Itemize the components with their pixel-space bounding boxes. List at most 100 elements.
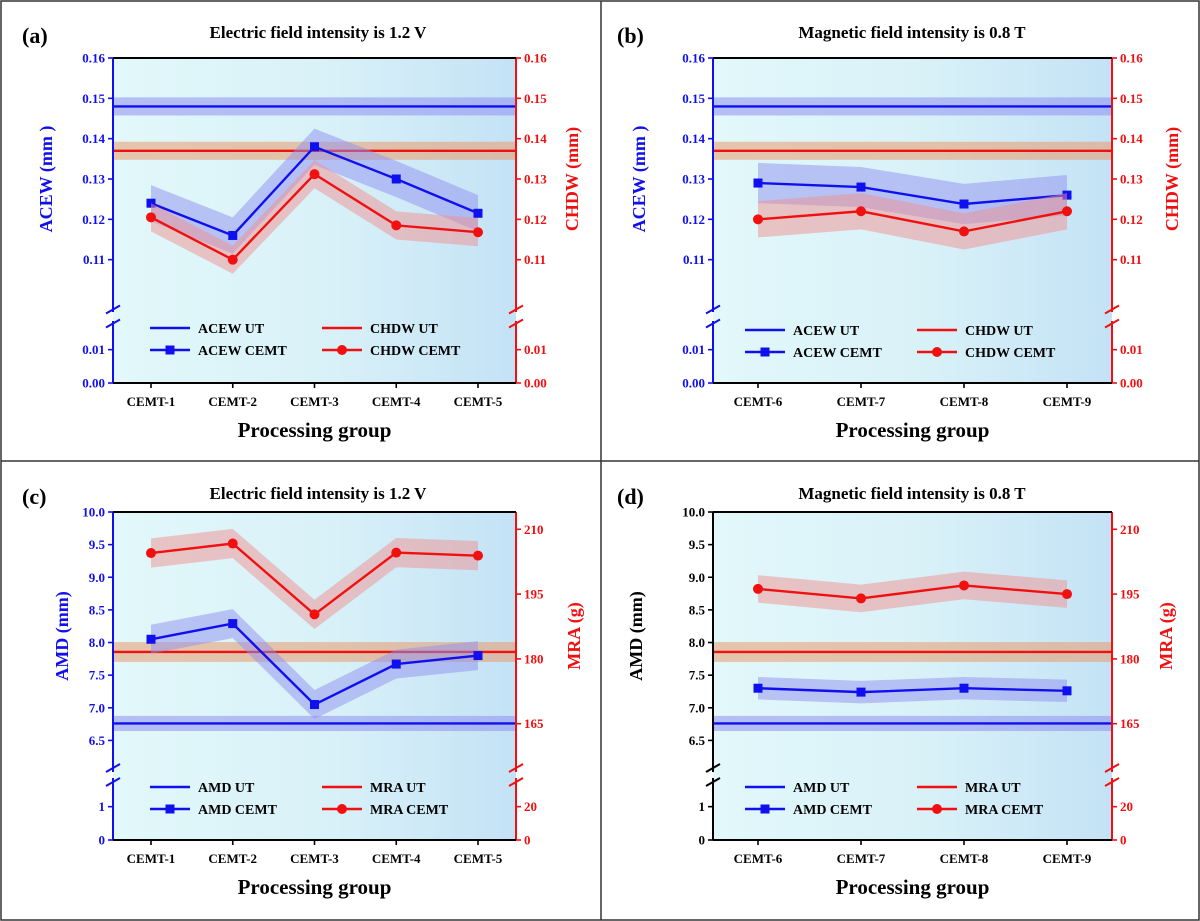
right-tick-label: 0.16 <box>524 51 547 66</box>
left-tick-label: 6.5 <box>689 733 706 748</box>
axes: 6.5 7.0 7.5 8.0 8.5 9.0 9.5 10.0 0 1 165 180 195 210 0… <box>52 505 585 900</box>
right-tick-label: 0 <box>524 833 531 848</box>
data-point-circle <box>959 226 969 237</box>
legend-label: ACEW UT <box>198 322 265 337</box>
axes: 0.11 0.12 0.13 0.14 0.15 0.16 0.00 0.01 0.11 0.12… <box>36 51 583 443</box>
right-tick-label: 20 <box>1120 799 1133 814</box>
legend-label: CHDW CEMT <box>370 344 461 359</box>
legend-item: MRA UT <box>322 781 426 796</box>
legend-label: AMD CEMT <box>198 803 278 818</box>
right-tick-label: 180 <box>524 651 544 666</box>
left-tick-label: 8.5 <box>89 602 106 617</box>
axis-break-mark <box>1104 318 1120 329</box>
x-tick-label: CEMT-1 <box>127 394 176 409</box>
legend-swatch-marker <box>760 347 770 357</box>
x-axis-title: Processing group <box>238 875 392 899</box>
data-point-circle <box>309 609 320 620</box>
left-tick-label: 0.11 <box>683 252 705 267</box>
right-axis-title: MRA (g) <box>564 602 585 669</box>
data-point-circle <box>1062 589 1072 600</box>
right-axis-title: CHDW (mm) <box>562 127 583 231</box>
data-point-circle <box>146 548 156 559</box>
left-tick-label: 0.00 <box>682 376 705 391</box>
series-chdw-cemt <box>753 193 1072 250</box>
axes: 0.11 0.12 0.13 0.14 0.15 0.16 0.00 0.01 0.11 0.12… <box>629 51 1183 443</box>
left-tick-label: 0.00 <box>82 376 105 391</box>
left-tick-label: 9.0 <box>689 570 705 585</box>
legend-label: AMD UT <box>198 781 255 796</box>
x-tick-label: CEMT-1 <box>127 851 176 866</box>
x-tick-label: CEMT-5 <box>454 394 503 409</box>
axis-break-mark <box>105 777 121 787</box>
legend-label: CHDW CEMT <box>965 346 1056 361</box>
left-tick-label: 0.14 <box>82 131 105 146</box>
right-tick-label: 0.00 <box>1120 376 1143 391</box>
left-tick-label: 0.12 <box>682 212 705 227</box>
right-tick-label: 0.01 <box>524 342 547 357</box>
series-chdw-cemt <box>146 160 483 274</box>
legend-label: AMD CEMT <box>793 803 873 818</box>
data-point-circle <box>309 169 320 180</box>
panel-b: 0.11 0.12 0.13 0.14 0.15 0.16 0.00 0.01 0.11 0.12… <box>617 23 1183 442</box>
legend-swatch-marker <box>337 345 347 355</box>
plot-area <box>713 512 1112 840</box>
legend-item: ACEW UT <box>150 322 265 337</box>
left-tick-label: 7.0 <box>689 700 705 715</box>
left-tick-label: 0.16 <box>82 51 105 66</box>
left-tick-label: 7.5 <box>89 668 106 683</box>
data-point-square <box>856 687 866 697</box>
left-tick-label: 8.5 <box>689 602 706 617</box>
panel-d: 6.5 7.0 7.5 8.0 8.5 9.0 9.5 10.0 0 1 165 180 195 210 0… <box>617 484 1177 899</box>
axis-break-mark <box>105 304 121 315</box>
legend-item: CHDW CEMT <box>917 346 1056 361</box>
panel-title: Electric field intensity is 1.2 V <box>210 484 428 503</box>
x-tick-label: CEMT-3 <box>290 394 339 409</box>
data-point-square <box>146 634 156 644</box>
x-tick-label: CEMT-4 <box>372 851 421 866</box>
legend-label: CHDW UT <box>965 324 1033 339</box>
right-tick-label: 165 <box>524 716 544 731</box>
data-point-square <box>959 199 969 209</box>
data-point-square <box>473 208 483 218</box>
left-axis-title: ACEW (mm ) <box>629 126 650 233</box>
panel-c: 6.5 7.0 7.5 8.0 8.5 9.0 9.5 10.0 0 1 165 180 195 210 0… <box>22 484 585 899</box>
x-tick-label: CEMT-6 <box>734 851 783 866</box>
legend-label: ACEW CEMT <box>198 344 287 359</box>
data-point-square <box>391 659 401 669</box>
series-acew-ut <box>113 97 516 116</box>
legend-swatch-marker <box>337 804 347 814</box>
left-tick-label: 0 <box>699 833 706 848</box>
x-tick-label: CEMT-6 <box>734 394 783 409</box>
right-tick-label: 210 <box>1120 522 1140 537</box>
x-tick-label: CEMT-2 <box>208 394 257 409</box>
left-tick-label: 10.0 <box>82 505 105 520</box>
axis-break-mark <box>705 763 721 773</box>
data-point-square <box>753 683 763 693</box>
axis-break-mark <box>705 304 721 315</box>
series-line <box>757 687 1068 694</box>
right-tick-label: 0.12 <box>524 212 547 227</box>
left-tick-label: 0 <box>99 833 106 848</box>
right-tick-label: 180 <box>1120 651 1140 666</box>
legend-item: MRA CEMT <box>322 803 449 818</box>
series-line <box>757 584 1068 600</box>
data-point-circle <box>856 593 866 604</box>
right-tick-label: 165 <box>1120 716 1140 731</box>
left-tick-label: 8.0 <box>689 635 705 650</box>
x-tick-label: CEMT-2 <box>208 851 257 866</box>
axis-break-mark <box>705 318 721 329</box>
axis-break-mark <box>105 763 121 773</box>
right-tick-label: 0.11 <box>1120 252 1142 267</box>
axis-break-mark <box>508 763 524 773</box>
right-tick-label: 0.13 <box>1120 172 1143 187</box>
x-axis-title: Processing group <box>836 875 990 899</box>
left-tick-label: 9.0 <box>89 570 105 585</box>
right-tick-label: 20 <box>524 799 537 814</box>
legend: AMD UT MRA UT AMD CEMT MRA CEMT <box>745 781 1044 818</box>
left-tick-label: 0.01 <box>82 342 105 357</box>
legend: ACEW UT CHDW UT ACEW CEMT CHDW CEMT <box>150 322 461 359</box>
panel-letter: (c) <box>22 484 46 509</box>
panel-letter: (d) <box>617 484 644 509</box>
series-mra-ut <box>713 642 1112 662</box>
right-tick-label: 0.13 <box>524 172 547 187</box>
